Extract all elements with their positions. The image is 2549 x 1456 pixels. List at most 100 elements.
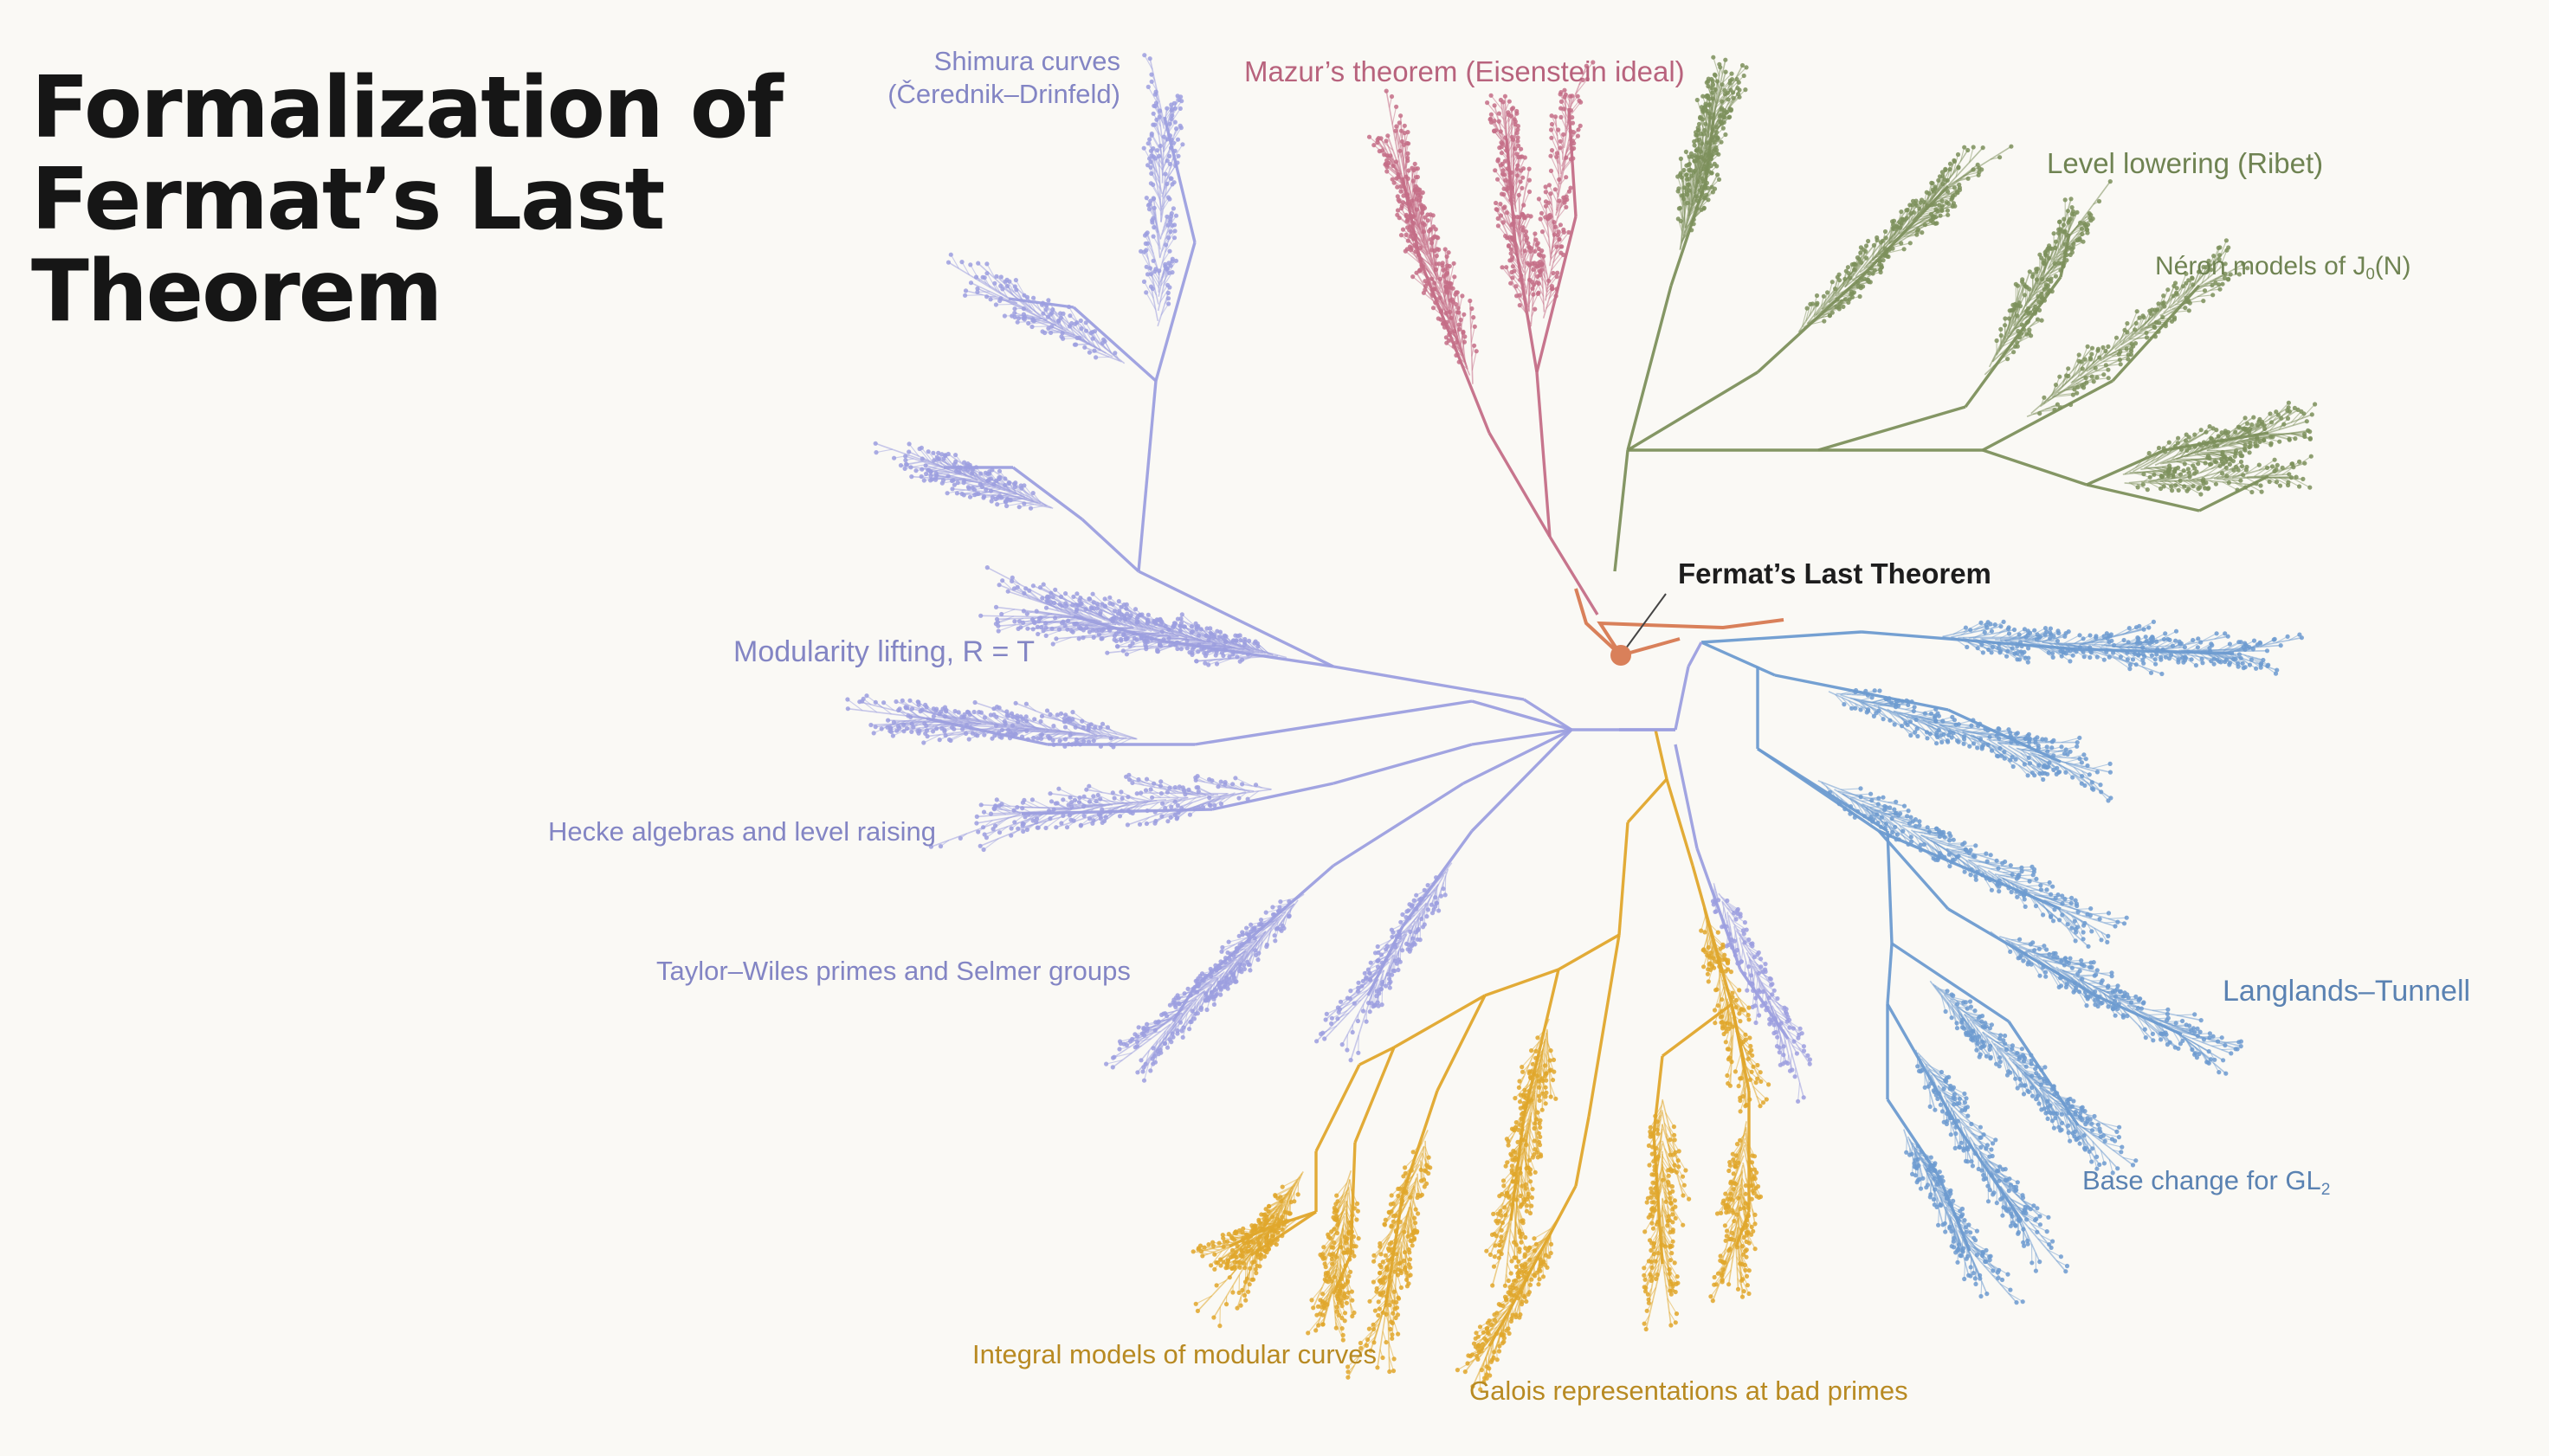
tree-leaf xyxy=(1324,1011,1329,1016)
tree-leaf xyxy=(1012,284,1017,289)
tree-leaf xyxy=(997,583,1002,588)
tree-leaf xyxy=(1165,1014,1170,1019)
tree-edge xyxy=(1116,634,1134,642)
tree-leaf xyxy=(1233,776,1238,781)
tree-leaf xyxy=(1170,256,1175,261)
tree-leaf xyxy=(1095,792,1100,798)
tree-leaf xyxy=(1757,1013,1762,1018)
tree-leaf xyxy=(1716,898,1721,903)
tree-leaf xyxy=(1087,350,1092,355)
tree-leaf xyxy=(1815,300,1820,306)
tree-leaf xyxy=(1171,235,1178,241)
tree-leaf xyxy=(1273,938,1278,944)
tree-leaf xyxy=(1504,265,1509,270)
tree-leaf xyxy=(1507,99,1512,104)
tree-leaf xyxy=(1165,195,1171,200)
tree-edge xyxy=(984,493,1003,498)
tree-edge xyxy=(1117,639,1135,647)
tree-edge xyxy=(974,486,991,491)
tree-leaf xyxy=(1468,298,1473,304)
tree-leaf xyxy=(1074,342,1079,347)
tree-leaf xyxy=(1061,797,1066,802)
tree-leaf xyxy=(1220,944,1225,950)
tree-leaf xyxy=(1108,742,1113,748)
tree-leaf xyxy=(1099,636,1104,641)
tree-leaf xyxy=(1429,241,1435,246)
tree-leaf xyxy=(1805,1053,1810,1058)
tree-leaf xyxy=(1910,203,1915,208)
tree-leaf xyxy=(1130,780,1135,786)
tree-leaf xyxy=(1701,195,1707,200)
tree-leaf xyxy=(1500,220,1506,225)
tree-leaf xyxy=(1156,1052,1161,1057)
tree-leaf xyxy=(1165,106,1170,111)
tree-edge xyxy=(1523,698,1572,731)
tree-leaf xyxy=(1145,84,1151,89)
tree-leaf xyxy=(1719,107,1724,113)
tree-leaf xyxy=(968,262,973,267)
tree-leaf xyxy=(1206,662,1211,667)
tree-leaf xyxy=(1098,744,1103,749)
tree-leaf xyxy=(1562,94,1567,100)
tree-leaf xyxy=(1193,777,1198,783)
tree-leaf xyxy=(1069,628,1074,634)
tree-leaf xyxy=(1074,737,1079,743)
tree-leaf xyxy=(985,471,991,477)
tree-leaf xyxy=(1010,578,1015,584)
tree-leaf xyxy=(1914,229,1920,234)
tree-leaf xyxy=(861,696,866,702)
tree-edge xyxy=(1084,346,1122,363)
tree-leaf xyxy=(1575,133,1580,139)
tree-edge xyxy=(1471,351,1477,370)
tree-leaf xyxy=(1044,303,1049,308)
tree-leaf xyxy=(1406,168,1411,173)
tree-leaf xyxy=(1335,1016,1340,1021)
tree-leaf xyxy=(1945,208,1950,213)
tree-leaf xyxy=(1735,86,1740,91)
tree-leaf xyxy=(1692,139,1697,145)
tree-leaf xyxy=(1814,293,1820,299)
tree-leaf xyxy=(1434,235,1440,240)
tree-leaf xyxy=(1350,1029,1355,1035)
tree-leaf xyxy=(1496,111,1501,116)
tree-edge xyxy=(1076,593,1088,604)
tree-edge xyxy=(965,294,984,296)
tree-edge xyxy=(1015,316,1034,318)
tree-leaf xyxy=(1074,591,1080,596)
tree-leaf xyxy=(1010,575,1015,580)
tree-leaf xyxy=(1692,158,1697,164)
tree-edge xyxy=(1138,570,1334,668)
tree-edge xyxy=(967,463,981,480)
tree-leaf xyxy=(1104,1061,1109,1066)
tree-leaf xyxy=(1512,117,1517,122)
tree-edge xyxy=(1137,616,1152,629)
tree-leaf xyxy=(923,731,928,737)
tree-leaf xyxy=(976,261,981,266)
tree-leaf xyxy=(970,731,975,736)
tree-leaf xyxy=(1135,1070,1140,1075)
tree-leaf xyxy=(1043,605,1049,610)
tree-leaf xyxy=(1062,623,1068,628)
tree-leaf xyxy=(1005,589,1010,594)
tree-leaf xyxy=(1175,1028,1180,1034)
tree-leaf xyxy=(955,480,960,486)
tree-leaf xyxy=(1027,588,1032,593)
tree-leaf xyxy=(1549,113,1554,119)
tree-leaf xyxy=(1420,924,1426,930)
tree-leaf xyxy=(1168,176,1173,181)
tree-leaf xyxy=(1520,175,1526,180)
tree-leaf xyxy=(1171,621,1177,626)
tree-leaf xyxy=(1389,93,1395,100)
tree-edge xyxy=(943,477,958,481)
tree-edge xyxy=(1031,325,1050,328)
tree-leaf xyxy=(1147,266,1153,271)
tree-leaf xyxy=(931,450,936,455)
tree-leaf xyxy=(1837,301,1842,306)
tree-leaf xyxy=(1723,69,1728,74)
tree-leaf xyxy=(1359,983,1365,989)
tree-leaf xyxy=(1144,290,1149,295)
tree-leaf xyxy=(1019,734,1025,739)
tree-leaf xyxy=(1024,827,1029,833)
tree-leaf xyxy=(988,488,994,493)
tree-leaf xyxy=(904,725,910,731)
